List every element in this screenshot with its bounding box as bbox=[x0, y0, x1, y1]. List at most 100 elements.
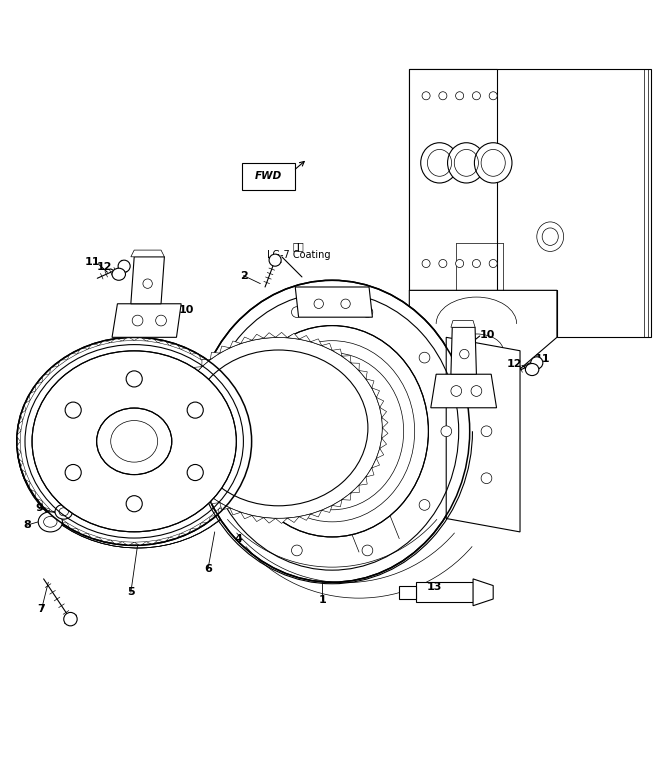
Polygon shape bbox=[342, 493, 351, 500]
Polygon shape bbox=[29, 391, 36, 400]
Circle shape bbox=[481, 473, 492, 483]
Polygon shape bbox=[16, 441, 21, 452]
Polygon shape bbox=[409, 69, 497, 290]
Text: 注布: 注布 bbox=[293, 241, 305, 251]
Polygon shape bbox=[242, 410, 248, 421]
Polygon shape bbox=[299, 514, 311, 520]
Circle shape bbox=[489, 91, 497, 100]
Polygon shape bbox=[342, 356, 351, 363]
Polygon shape bbox=[252, 515, 264, 522]
Text: 10: 10 bbox=[179, 306, 194, 315]
Polygon shape bbox=[202, 490, 210, 497]
Polygon shape bbox=[382, 428, 388, 438]
Polygon shape bbox=[211, 366, 219, 374]
Ellipse shape bbox=[189, 350, 368, 506]
Circle shape bbox=[439, 260, 447, 267]
Polygon shape bbox=[24, 472, 30, 482]
Polygon shape bbox=[295, 287, 372, 317]
Polygon shape bbox=[287, 333, 299, 339]
Text: 13: 13 bbox=[427, 582, 442, 592]
Text: FWD: FWD bbox=[255, 171, 282, 181]
Polygon shape bbox=[242, 462, 248, 472]
Polygon shape bbox=[220, 503, 230, 510]
FancyBboxPatch shape bbox=[242, 163, 295, 190]
Polygon shape bbox=[201, 360, 211, 366]
Ellipse shape bbox=[195, 280, 470, 583]
Circle shape bbox=[314, 299, 323, 308]
Polygon shape bbox=[88, 344, 99, 349]
Polygon shape bbox=[238, 400, 244, 410]
Polygon shape bbox=[193, 367, 202, 375]
Circle shape bbox=[143, 279, 152, 289]
Circle shape bbox=[269, 254, 281, 266]
Polygon shape bbox=[366, 468, 374, 477]
Polygon shape bbox=[17, 452, 23, 462]
Ellipse shape bbox=[421, 143, 458, 183]
Polygon shape bbox=[191, 523, 201, 529]
Circle shape bbox=[481, 426, 492, 436]
Polygon shape bbox=[230, 341, 241, 348]
Polygon shape bbox=[311, 339, 321, 346]
Circle shape bbox=[65, 465, 81, 481]
Circle shape bbox=[456, 91, 464, 100]
Polygon shape bbox=[77, 348, 88, 354]
Polygon shape bbox=[248, 431, 252, 441]
Polygon shape bbox=[226, 382, 234, 391]
Circle shape bbox=[234, 500, 245, 511]
Polygon shape bbox=[230, 508, 241, 515]
Ellipse shape bbox=[474, 143, 512, 183]
Ellipse shape bbox=[97, 408, 172, 475]
Polygon shape bbox=[252, 334, 264, 340]
Polygon shape bbox=[168, 423, 174, 433]
Polygon shape bbox=[67, 523, 77, 529]
Polygon shape bbox=[264, 518, 276, 523]
Text: 1: 1 bbox=[318, 595, 326, 605]
Text: 11: 11 bbox=[534, 353, 550, 364]
Polygon shape bbox=[451, 321, 475, 327]
Circle shape bbox=[234, 352, 245, 363]
Polygon shape bbox=[134, 542, 146, 546]
Polygon shape bbox=[172, 403, 178, 412]
Polygon shape bbox=[131, 256, 164, 303]
Text: 8: 8 bbox=[23, 520, 31, 530]
Text: 6: 6 bbox=[204, 564, 212, 574]
Circle shape bbox=[341, 299, 350, 308]
Text: 3: 3 bbox=[201, 379, 209, 389]
Polygon shape bbox=[219, 500, 226, 509]
Polygon shape bbox=[99, 537, 111, 542]
Circle shape bbox=[460, 350, 469, 359]
Polygon shape bbox=[88, 533, 99, 539]
Polygon shape bbox=[122, 337, 134, 341]
Polygon shape bbox=[451, 327, 476, 375]
Polygon shape bbox=[246, 452, 251, 462]
Polygon shape bbox=[409, 69, 651, 337]
Circle shape bbox=[126, 371, 142, 387]
Polygon shape bbox=[233, 482, 240, 492]
Polygon shape bbox=[170, 412, 176, 423]
Polygon shape bbox=[180, 383, 188, 393]
Polygon shape bbox=[201, 516, 211, 523]
Polygon shape bbox=[169, 344, 180, 349]
Ellipse shape bbox=[32, 351, 236, 532]
Polygon shape bbox=[321, 505, 332, 512]
Polygon shape bbox=[131, 250, 164, 256]
Circle shape bbox=[187, 402, 203, 418]
Circle shape bbox=[489, 260, 497, 267]
Circle shape bbox=[213, 426, 223, 436]
Polygon shape bbox=[67, 353, 77, 360]
Polygon shape bbox=[186, 375, 195, 383]
Polygon shape bbox=[111, 540, 122, 544]
Polygon shape bbox=[219, 374, 226, 382]
Ellipse shape bbox=[55, 504, 72, 519]
Circle shape bbox=[291, 307, 302, 317]
Polygon shape bbox=[399, 586, 416, 599]
Polygon shape bbox=[276, 518, 287, 523]
Circle shape bbox=[362, 307, 373, 317]
Polygon shape bbox=[431, 375, 497, 407]
Polygon shape bbox=[29, 482, 36, 492]
Polygon shape bbox=[210, 352, 220, 360]
Polygon shape bbox=[332, 349, 342, 356]
Polygon shape bbox=[473, 579, 493, 606]
Polygon shape bbox=[122, 542, 134, 546]
Polygon shape bbox=[276, 332, 287, 338]
